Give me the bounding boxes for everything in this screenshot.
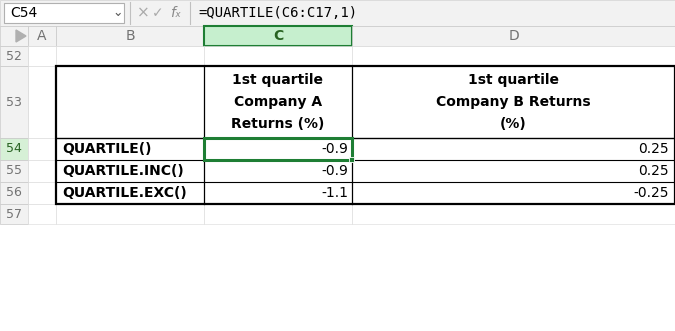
- Bar: [28, 26, 56, 46]
- Text: QUARTILE.INC(): QUARTILE.INC(): [62, 164, 184, 178]
- Bar: [204, 26, 352, 46]
- Text: 55: 55: [6, 165, 22, 177]
- Text: 57: 57: [6, 208, 22, 220]
- Text: B: B: [125, 29, 135, 43]
- Bar: [0, 66, 28, 138]
- Bar: [56, 138, 204, 160]
- Bar: [204, 160, 352, 182]
- Text: 53: 53: [6, 96, 22, 109]
- Bar: [0, 204, 28, 224]
- Bar: [56, 66, 204, 138]
- Bar: [204, 138, 352, 160]
- Text: ⌄: ⌄: [113, 7, 124, 20]
- Bar: [56, 160, 204, 182]
- Text: 52: 52: [6, 50, 22, 63]
- Bar: [28, 66, 56, 138]
- Text: =QUARTILE(C6:C17,1): =QUARTILE(C6:C17,1): [198, 6, 357, 20]
- Text: 1st quartile
Company A
Returns (%): 1st quartile Company A Returns (%): [232, 73, 325, 131]
- Text: QUARTILE(): QUARTILE(): [62, 142, 151, 156]
- Bar: [0, 46, 28, 66]
- Bar: [0, 160, 28, 182]
- Text: ✓: ✓: [152, 6, 164, 20]
- Bar: [352, 138, 675, 160]
- Bar: [352, 160, 675, 182]
- Bar: [28, 182, 56, 204]
- Text: A: A: [37, 29, 47, 43]
- Bar: [4, 3, 124, 23]
- Text: 0.25: 0.25: [639, 142, 669, 156]
- Text: -1.1: -1.1: [321, 186, 348, 200]
- Bar: [352, 46, 675, 66]
- Text: C: C: [273, 29, 283, 43]
- Bar: [28, 46, 56, 66]
- Bar: [56, 46, 204, 66]
- Text: 0.25: 0.25: [639, 164, 669, 178]
- Text: fₓ: fₓ: [171, 6, 182, 20]
- Bar: [204, 66, 352, 138]
- Text: 54: 54: [6, 143, 22, 156]
- Bar: [56, 182, 204, 204]
- Bar: [349, 157, 354, 162]
- Bar: [352, 26, 675, 46]
- Bar: [0, 26, 28, 46]
- Bar: [28, 138, 56, 160]
- Bar: [352, 204, 675, 224]
- Bar: [28, 160, 56, 182]
- Text: C54: C54: [10, 6, 37, 20]
- Bar: [28, 204, 56, 224]
- Bar: [56, 204, 204, 224]
- Bar: [0, 138, 28, 160]
- Text: 56: 56: [6, 186, 22, 200]
- Bar: [352, 182, 675, 204]
- Bar: [56, 26, 204, 46]
- Bar: [0, 182, 28, 204]
- Bar: [204, 182, 352, 204]
- Text: -0.9: -0.9: [321, 164, 348, 178]
- Text: 1st quartile
Company B Returns
(%): 1st quartile Company B Returns (%): [436, 73, 591, 131]
- Text: D: D: [508, 29, 519, 43]
- Bar: [352, 66, 675, 138]
- Bar: [204, 204, 352, 224]
- Bar: [56, 66, 675, 204]
- Text: -0.25: -0.25: [634, 186, 669, 200]
- Text: -0.9: -0.9: [321, 142, 348, 156]
- Text: QUARTILE.EXC(): QUARTILE.EXC(): [62, 186, 187, 200]
- Polygon shape: [16, 30, 26, 42]
- Bar: [204, 46, 352, 66]
- Bar: [204, 138, 352, 160]
- Bar: [0, 0, 675, 26]
- Text: ×: ×: [136, 6, 149, 21]
- Bar: [56, 66, 675, 204]
